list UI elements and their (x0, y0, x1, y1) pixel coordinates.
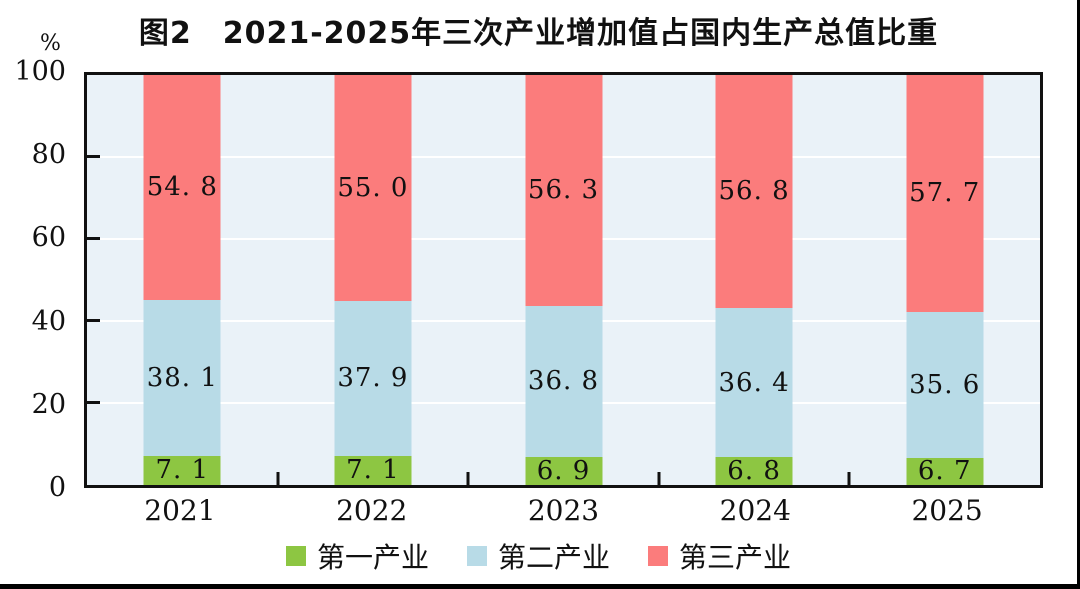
y-tick-label: 60 (31, 222, 66, 254)
bar-column-2023: 6. 9 36. 8 56. 3 (525, 75, 602, 485)
x-tick-label: 2025 (911, 494, 983, 527)
legend: 第一产业 第二产业 第三产业 (0, 536, 1077, 576)
bar-value-label: 54. 8 (146, 172, 218, 203)
bar-segment: 57. 7 (906, 75, 984, 312)
y-tick-mark (87, 155, 100, 158)
bar-value-label: 57. 7 (909, 178, 981, 209)
bar-segment: 6. 8 (715, 456, 793, 487)
bar-segment: 6. 7 (906, 456, 984, 487)
x-tick-mark (466, 472, 470, 485)
legend-swatch-icon (285, 546, 306, 566)
bar-segment: 55. 0 (334, 75, 412, 301)
y-tick-label: 40 (31, 305, 66, 337)
y-tick-label: 80 (31, 139, 66, 171)
bar-value-label: 6. 7 (917, 456, 972, 487)
bar-value-label: 35. 6 (909, 369, 981, 400)
bar-value-label: 36. 4 (718, 367, 790, 398)
plot-area: 7. 1 38. 1 54. 8 7. 1 37. 9 55. 0 6. 9 36. 8 56.… (84, 72, 1043, 488)
bar-column-2022: 7. 1 37. 9 55. 0 (334, 75, 412, 486)
bar-segment: 54. 8 (143, 75, 221, 300)
legend-item: 第三产业 (648, 536, 791, 576)
bar-value-label: 56. 3 (527, 175, 600, 206)
legend-swatch-icon (466, 546, 487, 566)
bar-segment: 6. 9 (525, 455, 602, 486)
x-tick-mark (657, 472, 661, 485)
x-tick-label: 2021 (144, 494, 216, 527)
bar-segment: 56. 3 (525, 75, 602, 306)
y-axis-unit-label: % (40, 31, 61, 56)
legend-label: 第一产业 (316, 541, 429, 574)
x-tick-mark (276, 472, 280, 485)
bar-value-label: 7. 1 (346, 455, 400, 486)
bar-segment: 36. 8 (525, 305, 602, 457)
y-tick-mark (87, 401, 100, 404)
bar-value-label: 38. 1 (146, 362, 218, 393)
y-tick-mark (87, 319, 100, 322)
bar-value-label: 36. 8 (527, 366, 600, 397)
legend-item: 第一产业 (285, 536, 429, 576)
bar-segment: 38. 1 (143, 299, 221, 456)
x-tick-label: 2023 (527, 494, 600, 527)
y-tick-label: 20 (31, 388, 66, 420)
x-tick-label: 2022 (336, 494, 408, 527)
chart-title: 图2 2021-2025年三次产业增加值占国内生产总值比重 (138, 16, 939, 51)
y-tick-label: 0 (48, 472, 66, 503)
bar-value-label: 6. 9 (536, 455, 591, 486)
bar-segment: 35. 6 (906, 311, 984, 458)
x-axis: 2021 2022 2023 2024 2025 (84, 494, 1043, 532)
bar-value-label: 37. 9 (337, 363, 409, 394)
y-axis: 0 20 40 60 80 100 (0, 0, 66, 584)
bar-segment: 36. 4 (715, 307, 793, 458)
legend-label: 第二产业 (497, 541, 610, 574)
legend-swatch-icon (648, 546, 668, 566)
bar-value-label: 56. 8 (718, 176, 790, 207)
bar-value-label: 7. 1 (155, 455, 210, 486)
bar-column-2021: 7. 1 38. 1 54. 8 (143, 75, 221, 486)
x-tick-label: 2024 (719, 494, 791, 527)
bar-segment: 56. 8 (715, 75, 793, 308)
y-tick-label: 100 (14, 56, 66, 87)
bar-segment: 7. 1 (334, 455, 412, 486)
bar-value-label: 6. 8 (727, 456, 781, 487)
bar-column-2025: 6. 7 35. 6 57. 7 (906, 75, 984, 487)
x-tick-mark (847, 472, 851, 485)
y-tick-mark (87, 237, 100, 240)
bar-value-label: 55. 0 (337, 172, 409, 203)
bar-segment: 37. 9 (334, 300, 412, 456)
legend-item: 第二产业 (466, 536, 610, 576)
legend-label: 第三产业 (679, 541, 792, 574)
bar-column-2024: 6. 8 36. 4 56. 8 (715, 75, 793, 487)
bar-segment: 7. 1 (143, 455, 221, 486)
